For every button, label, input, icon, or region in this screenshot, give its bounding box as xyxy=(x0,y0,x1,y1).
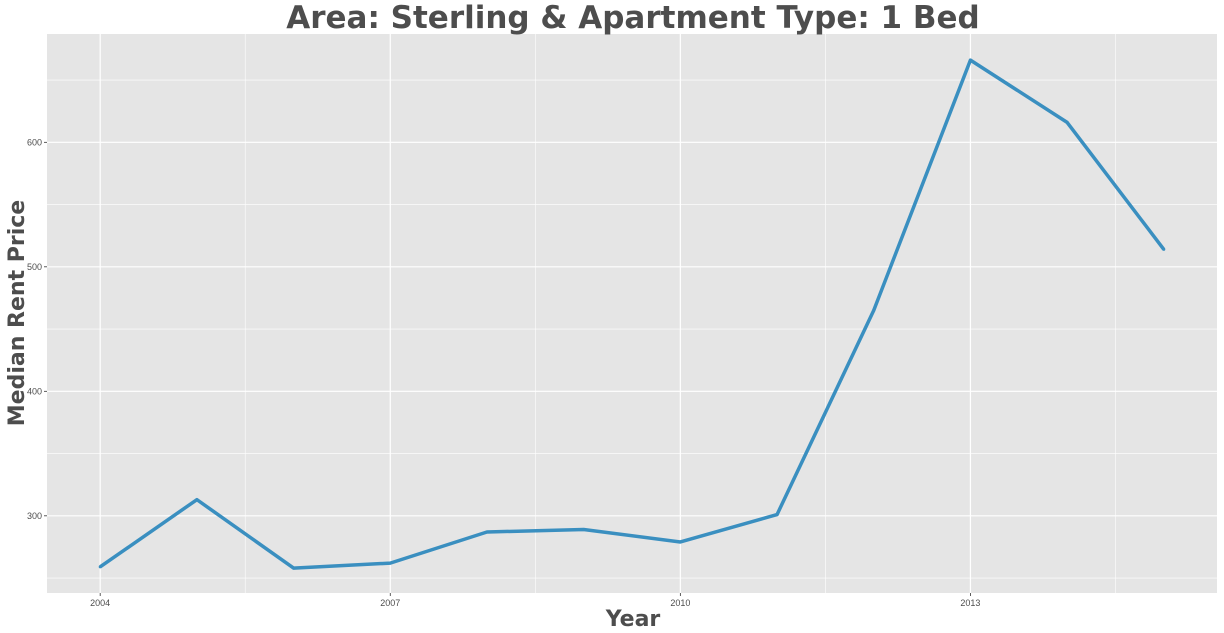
data-point xyxy=(968,58,972,62)
data-point xyxy=(1162,247,1166,251)
y-tick-label: 500 xyxy=(27,262,42,272)
y-tick-label: 600 xyxy=(27,137,42,147)
data-point xyxy=(292,566,296,570)
data-point xyxy=(872,308,876,312)
x-axis-title: Year xyxy=(605,607,661,632)
data-point xyxy=(775,513,779,517)
x-tick-label: 2010 xyxy=(670,598,690,608)
y-tick-label: 300 xyxy=(27,511,42,521)
series-line xyxy=(99,58,1166,570)
data-point xyxy=(678,540,682,544)
series-layer xyxy=(98,58,1166,570)
data-point xyxy=(195,498,199,502)
plot-panel xyxy=(47,34,1217,593)
data-point xyxy=(1065,120,1069,124)
y-axis-ticks: 300 400 500 600 xyxy=(27,137,47,521)
x-tick-label: 2007 xyxy=(380,598,400,608)
data-point xyxy=(485,530,489,534)
chart-title: Area: Sterling & Apartment Type: 1 Bed xyxy=(286,0,980,36)
data-point xyxy=(582,528,586,532)
y-tick-label: 400 xyxy=(27,386,42,396)
data-point xyxy=(388,561,392,565)
x-tick-label: 2013 xyxy=(960,598,980,608)
grid-major xyxy=(47,34,1217,593)
x-axis-ticks: 2004 2007 2010 2013 xyxy=(90,593,980,608)
grid-minor xyxy=(47,34,1217,593)
data-point xyxy=(98,565,102,569)
x-tick-label: 2004 xyxy=(90,598,110,608)
y-axis-title: Median Rent Price xyxy=(5,200,30,426)
